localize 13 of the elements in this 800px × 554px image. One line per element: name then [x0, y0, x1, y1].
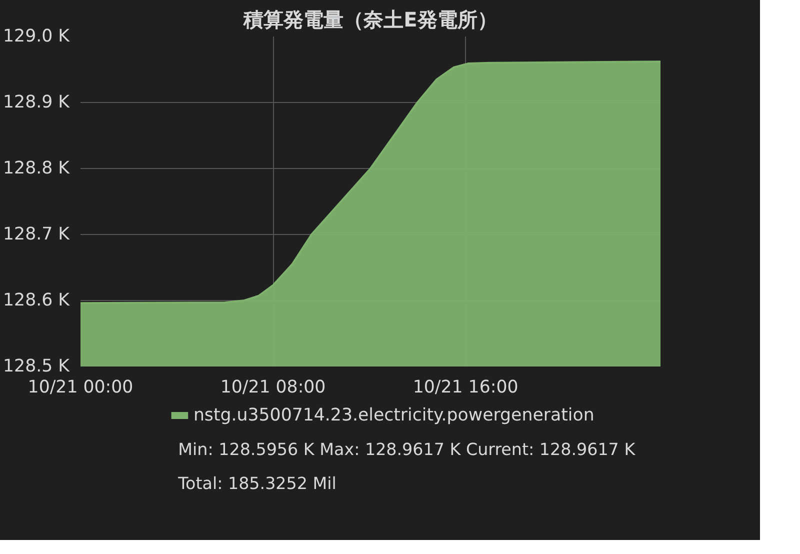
- text: Min: 128.5956 K Max: 128.9617 K Current: 128.9617 K: [178, 440, 636, 459]
- y-tick-label: 128.6 K: [3, 290, 70, 310]
- legend-label: nstg.u3500714.23.electricity.powergeneration: [193, 406, 594, 426]
- chart-title: 積算発電量（奈土E発電所）: [242, 8, 498, 32]
- y-tick-label: 128.8 K: [3, 158, 70, 178]
- text: Total: 185.3252 Mil: [177, 474, 336, 493]
- y-tick-label: 128.9 K: [3, 92, 70, 112]
- y-tick-label: 128.7 K: [3, 224, 70, 244]
- x-tick-label: 10/21 00:00: [28, 378, 134, 398]
- x-tick-label: 10/21 08:00: [220, 378, 326, 398]
- x-tick-label: 10/21 16:00: [412, 378, 518, 398]
- y-tick-label: 128.5 K: [3, 356, 70, 376]
- y-tick-label: 129.0 K: [3, 26, 70, 46]
